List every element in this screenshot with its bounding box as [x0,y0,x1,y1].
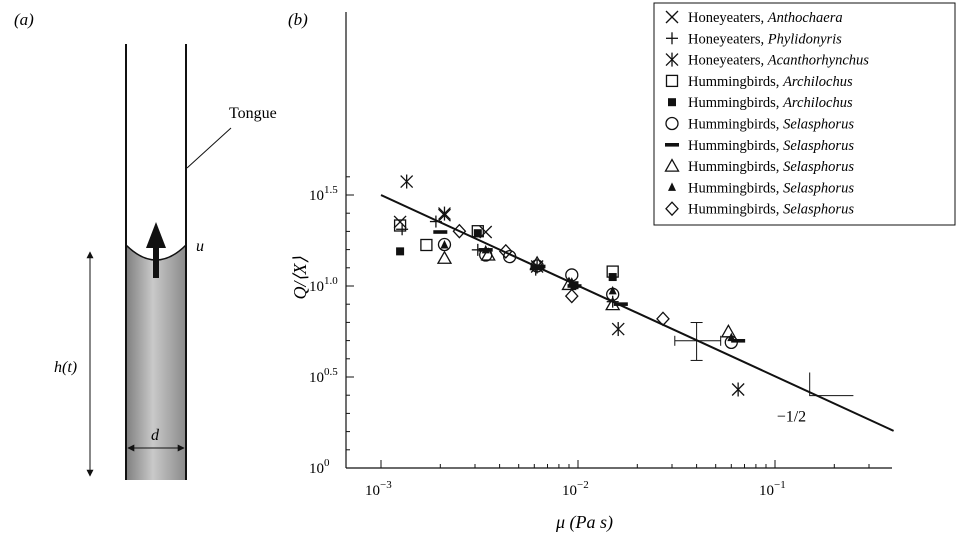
data-point [396,247,405,256]
legend-label: Hummingbirds, Selasphorus [688,138,854,154]
u-label: u [196,238,204,255]
legend: Honeyeaters, Anthochaera Honeyeaters, Phy… [653,2,956,226]
data-point [731,382,745,397]
fit-line [380,194,895,432]
legend-label: Hummingbirds, Selasphorus [688,159,854,175]
tongue-leader-line [186,127,232,169]
flow-arrow-icon [146,222,166,278]
data-point [608,273,617,282]
legend-entry: Hummingbirds, Selasphorus [665,201,854,218]
legend-marker-square-filled-icon [668,98,676,107]
legend-entry: Hummingbirds, Archilochus [668,95,853,111]
x-axis-label: μ (Pa s) [555,512,613,533]
data-point [503,249,517,264]
data-point [727,332,736,342]
data-point [529,255,545,270]
data-point [396,223,409,236]
legend-label: Honeyeaters, Acanthorhynchus [688,53,869,69]
series-diamond-open [452,223,670,327]
y-tick-label: 101.5 [309,184,338,204]
y-tick-label: 100 [309,457,330,477]
data-point [731,338,746,343]
y-axis-label: Q/⟨X⟩ [290,256,310,299]
data-point [613,302,628,306]
legend-marker-triangle-open-icon [664,158,680,172]
legend-entry: Hummingbirds, Selasphorus [668,180,854,196]
legend-marker-triangle-filled-icon [668,182,676,191]
legend-marker-square-open-icon [665,74,679,88]
legend-label: Hummingbirds, Selasphorus [688,117,854,133]
data-point [656,311,670,327]
slope-label: −1/2 [777,409,806,426]
data-point [473,229,482,238]
data-point [567,284,582,288]
legend-label: Hummingbirds, Archilochus [688,74,853,90]
data-point [452,223,467,239]
legend-label: Hummingbirds, Selasphorus [688,180,854,196]
data-point [438,206,451,221]
data-point [440,239,449,249]
series-dash [433,230,746,343]
legend-marker-circle-open-icon [665,116,679,131]
data-point [720,324,737,338]
data-point [480,247,496,261]
series-triangle-open [436,247,737,338]
h-label: h(t) [54,359,77,376]
series-triangle-filled [440,239,736,342]
y-tick-label: 100.5 [309,366,338,386]
series-square-open [393,219,619,278]
legend-entry: Hummingbirds, Selasphorus [664,158,854,175]
y-tick-label: 101.0 [309,275,338,295]
x-tick-label: 10−2 [562,479,589,499]
data-point [393,215,407,229]
panel-a: (a) u Tongue h(t) d [14,10,277,480]
series-square-filled [396,229,617,290]
legend-marker-plus-icon [666,32,678,45]
x-tick-label: 10−1 [759,479,786,499]
data-point [531,264,546,269]
data-point [567,277,576,286]
data-point [393,219,407,232]
error-bar [674,322,722,361]
legend-marker-asterisk-icon [665,52,679,67]
legend-entry: Honeyeaters, Phylidonyris [666,31,842,47]
chart: 10−3 10−2 10−1 100 100.5 101.0 101.5 μ (Pa s) Q/… [290,12,895,533]
panel-b: (b) 10−3 10−2 10−1 100 100.5 101.0 101.5 μ (Pa … [288,2,956,533]
legend-entry: Honeyeaters, Acanthorhynchus [665,52,869,69]
data-point [605,296,621,311]
d-label: d [151,427,160,444]
data-point [481,244,490,254]
data-point [400,174,414,189]
x-tick-label: 10−3 [365,479,392,499]
data-point [564,288,579,304]
panel-b-label: (b) [288,10,308,29]
data-point [420,238,433,252]
legend-marker-x-icon [665,10,679,24]
data-point [429,215,442,228]
slope-triangle [809,372,854,397]
data-point [608,285,617,295]
legend-entry: Hummingbirds, Selasphorus [665,116,854,133]
panel-a-label: (a) [14,10,34,29]
legend-label: Hummingbirds, Selasphorus [688,202,854,218]
legend-marker-dash-icon [665,143,679,147]
data-point [498,243,513,259]
data-point [433,230,448,234]
legend-label: Honeyeaters, Phylidonyris [688,31,842,47]
legend-label: Honeyeaters, Anthochaera [688,10,843,26]
legend-box [653,2,956,226]
legend-entry: Hummingbirds, Archilochus [665,74,853,90]
series-circle-open [437,237,738,350]
fluid-column [126,245,186,480]
tongue-label: Tongue [229,105,277,122]
data-point [611,322,625,337]
legend-entry: Honeyeaters, Anthochaera [665,10,843,26]
legend-marker-diamond-open-icon [665,201,679,217]
data-point [436,250,453,264]
legend-entry: Hummingbirds, Selasphorus [665,138,854,154]
legend-label: Hummingbirds, Archilochus [688,95,853,111]
